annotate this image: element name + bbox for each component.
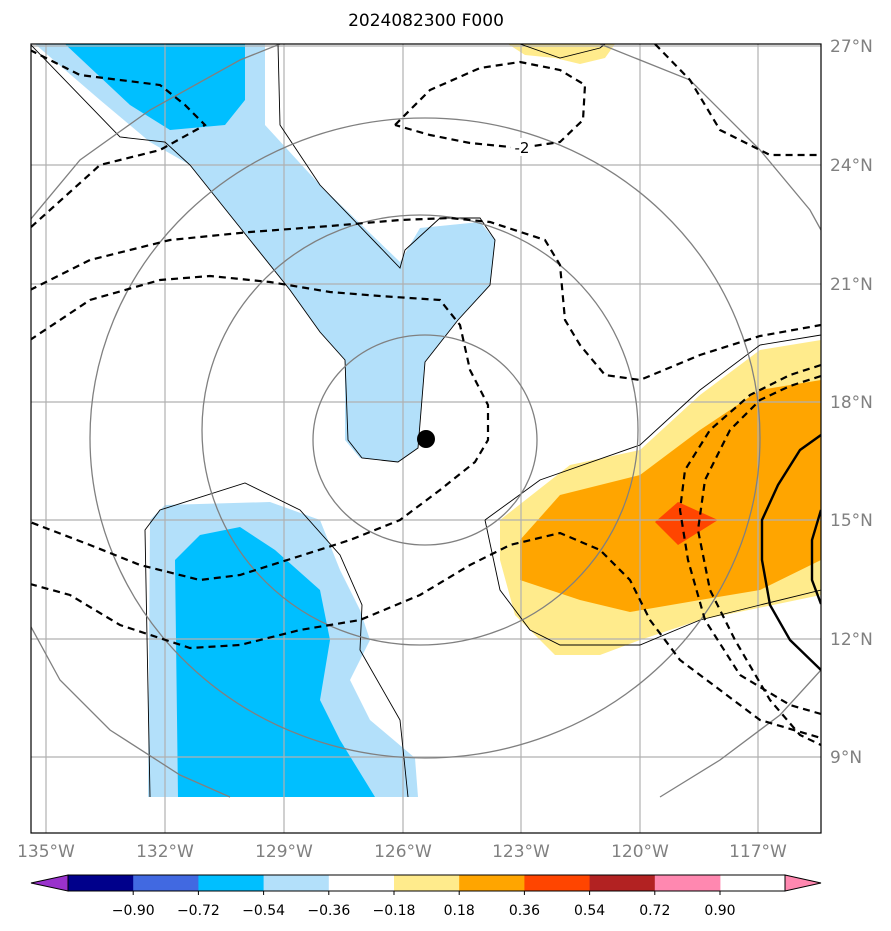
contour-label-bg: [511, 138, 533, 156]
colorbar-segment: [654, 875, 721, 891]
light-blue-band-north: [35, 44, 495, 462]
colorbar-tick-label: −0.90: [112, 903, 155, 919]
gray-concentric-contours: [31, 44, 821, 798]
map-plot-area: -2: [31, 44, 821, 833]
colorbar-segment: [524, 875, 590, 891]
map-frame: [30, 43, 822, 834]
negative-field-south: [148, 502, 418, 797]
colorbar-tick-label: −0.72: [177, 903, 220, 919]
orange-patch-east: [520, 380, 821, 612]
colorbar-segments: [68, 875, 721, 891]
lon-label-135w: 135°W: [17, 842, 75, 862]
lon-label-123w: 123°W: [492, 842, 550, 862]
colorbar-tick-label: 0.72: [639, 903, 670, 919]
blue-patch-north: [65, 44, 245, 130]
colorbar-tick-label: 0.90: [704, 903, 735, 919]
lon-label-120w: 120°W: [611, 842, 669, 862]
lon-label-126w: 126°W: [374, 842, 432, 862]
thin-contour-outlines: [31, 44, 821, 798]
figure-title: 2024082300 F000: [348, 11, 504, 31]
colorbar-tick-label: −0.54: [242, 903, 285, 919]
colorbar-outline: [67, 874, 786, 892]
colorbar-extend-low: [30, 874, 69, 892]
lat-label-12n: 12°N: [830, 630, 873, 650]
lat-label-24n: 24°N: [830, 156, 873, 176]
colorbar-segment: [68, 875, 134, 891]
lon-label-117w: 117°W: [729, 842, 787, 862]
colorbar-segment: [589, 875, 656, 891]
lat-label-18n: 18°N: [830, 393, 873, 413]
negative-field-north: [35, 44, 495, 462]
colorbar-ticks: −0.90 −0.72 −0.54 −0.36 −0.18 0.18 0.36 0.54 0.7…: [112, 891, 736, 919]
blue-patch-south: [175, 527, 375, 797]
longitude-labels: 135°W 132°W 129°W 126°W 123°W 120°W 117°…: [17, 842, 787, 862]
colorbar-tick-label: −0.36: [307, 903, 350, 919]
colorbar-segment: [263, 875, 330, 891]
dashed-contours: [31, 44, 821, 746]
colorbar: −0.90 −0.72 −0.54 −0.36 −0.18 0.18 0.36 0.54 0.7…: [30, 874, 822, 919]
colorbar-tick-label: −0.18: [373, 903, 416, 919]
lat-label-15n: 15°N: [830, 511, 873, 531]
lon-label-132w: 132°W: [136, 842, 194, 862]
lat-label-21n: 21°N: [830, 275, 873, 295]
colorbar-tick-label: 0.36: [509, 903, 540, 919]
contour-label: -2: [515, 139, 530, 157]
colorbar-tick-label: 0.18: [444, 903, 475, 919]
colorbar-segment: [459, 875, 525, 891]
solid-contours: [760, 434, 821, 671]
colorbar-segment: [198, 875, 264, 891]
graticule: [31, 44, 821, 833]
red-patch-east: [655, 502, 718, 545]
storm-center-marker: [417, 430, 435, 448]
lat-label-27n: 27°N: [830, 37, 873, 57]
colorbar-tick-label: 0.54: [574, 903, 605, 919]
lat-label-9n: 9°N: [830, 748, 862, 768]
colorbar-extend-high: [784, 874, 822, 892]
colorbar-segment: [328, 875, 395, 891]
lon-label-129w: 129°W: [255, 842, 313, 862]
colorbar-segment: [133, 875, 199, 891]
latitude-labels: 27°N 24°N 21°N 18°N 15°N 12°N 9°N: [830, 37, 873, 768]
colorbar-segment: [394, 875, 460, 891]
